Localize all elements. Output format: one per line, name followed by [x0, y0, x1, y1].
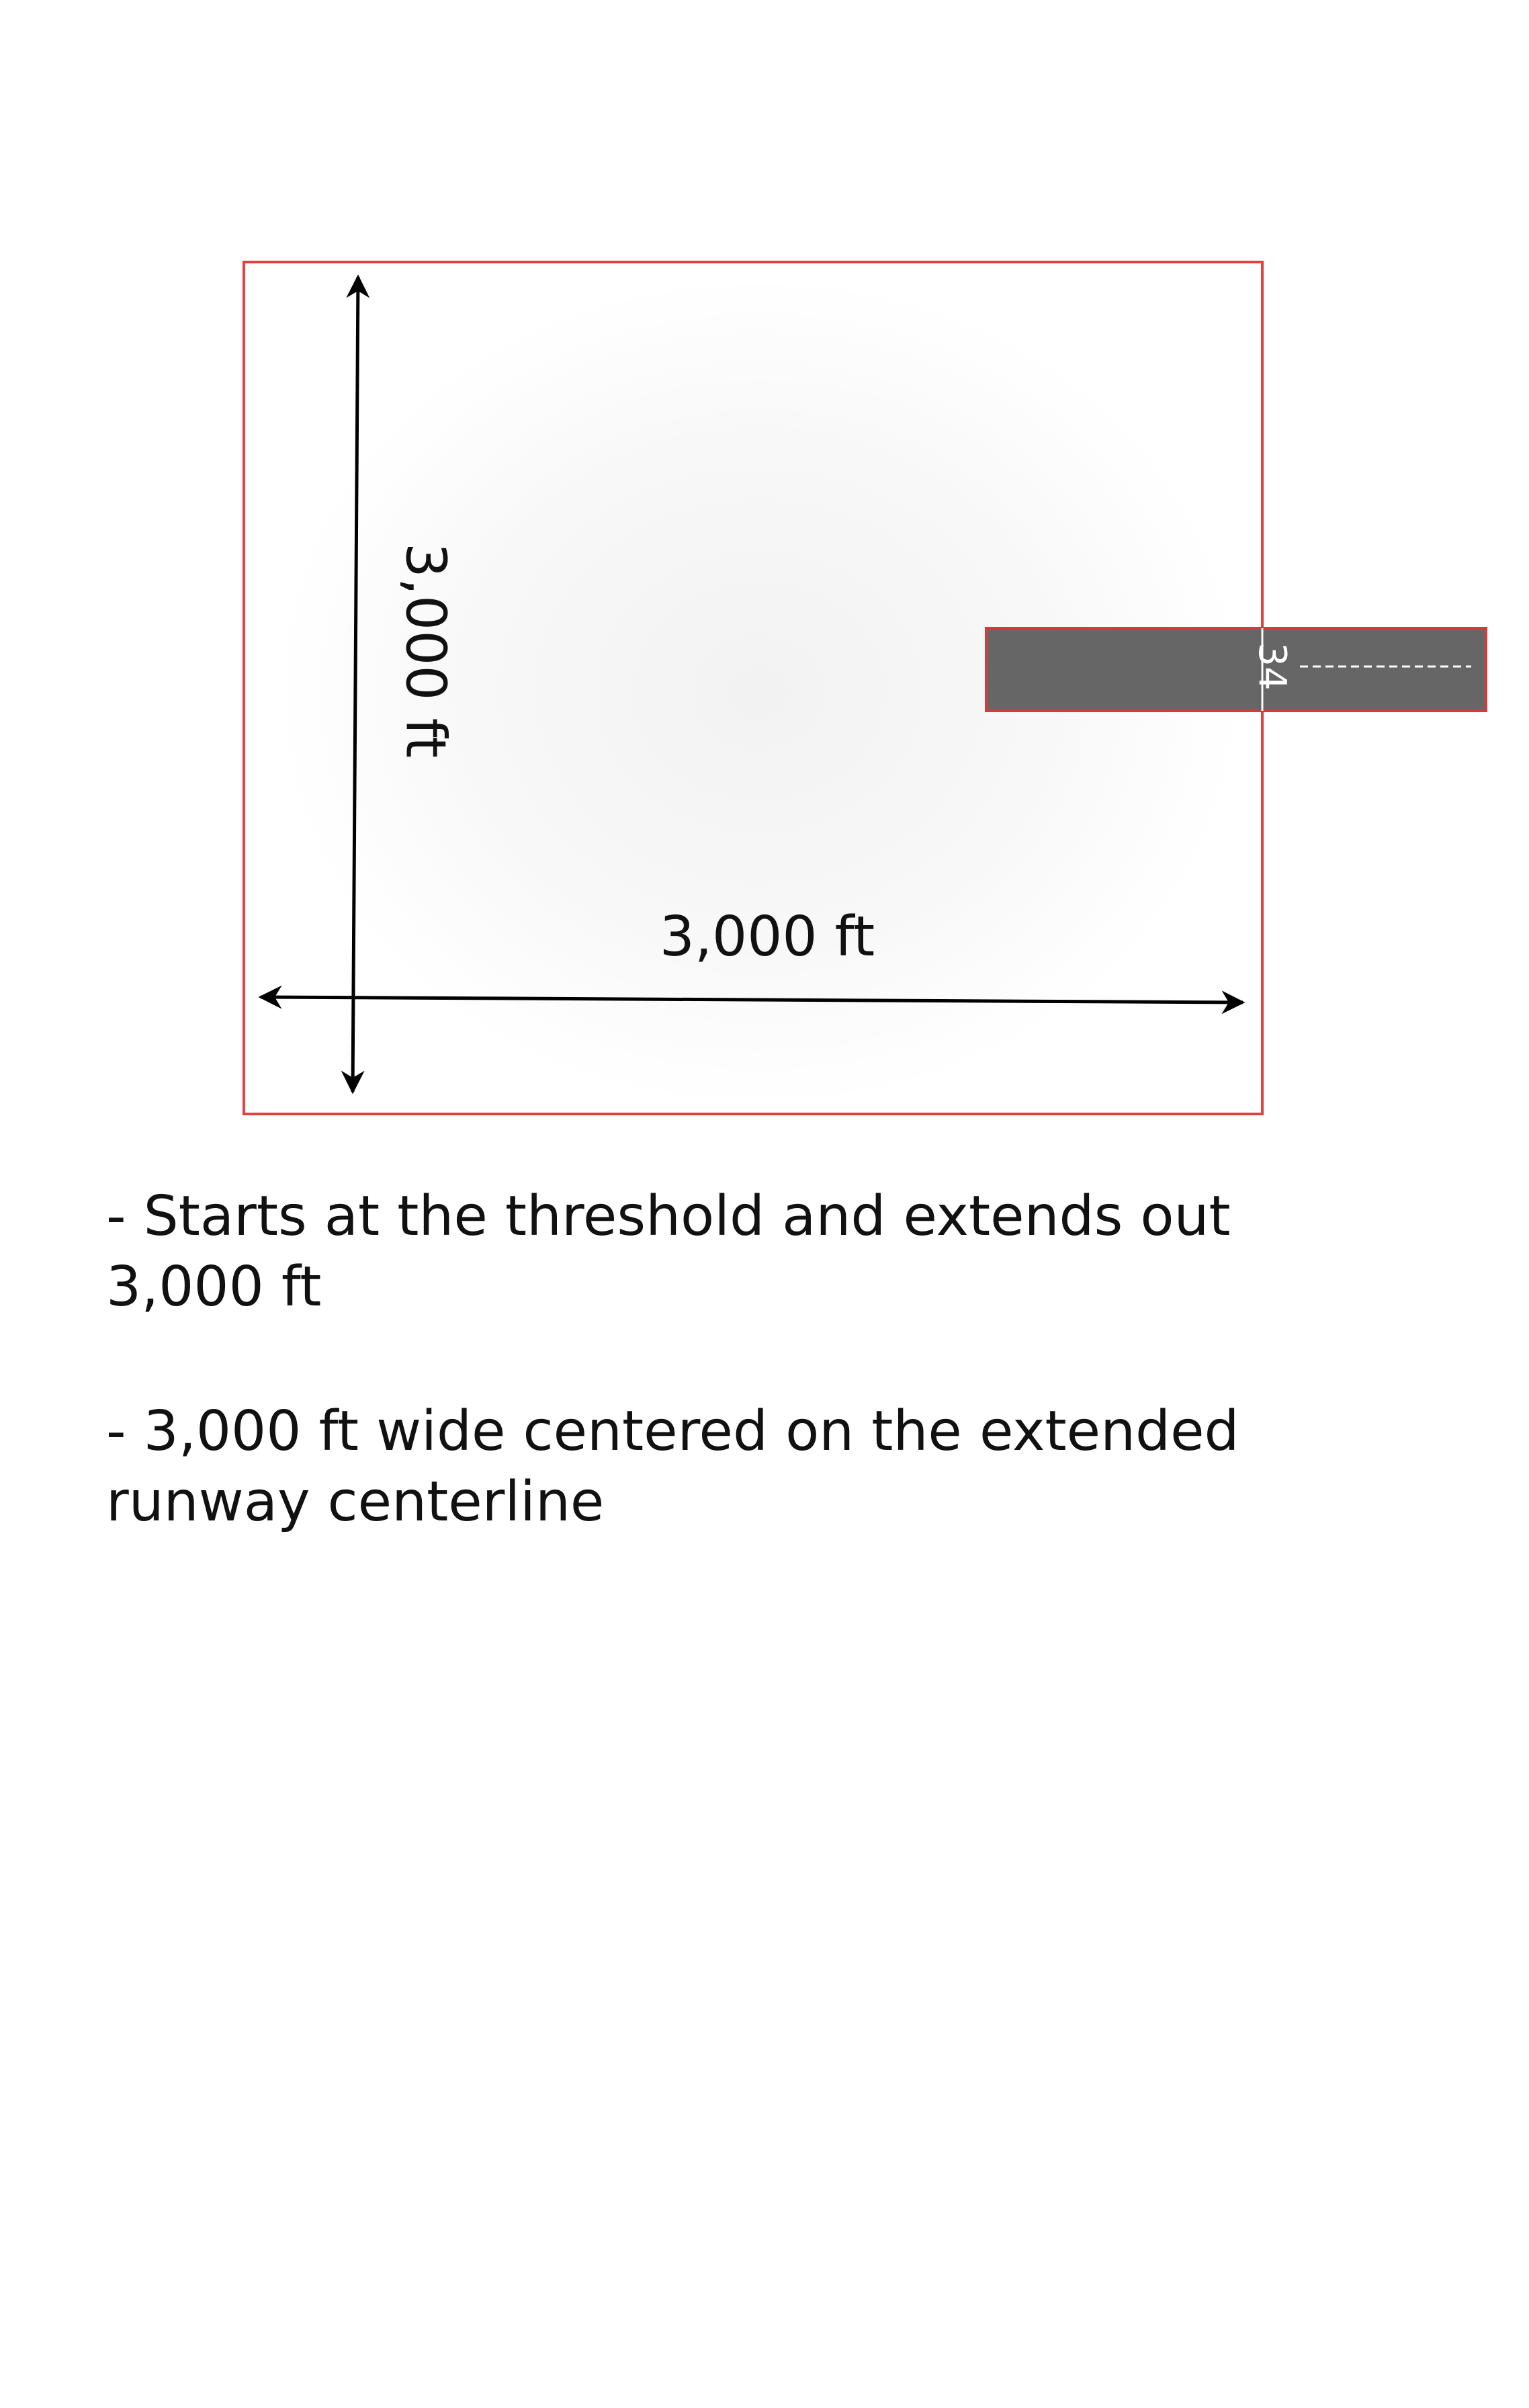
width-dimension-arrow — [258, 985, 1246, 1015]
note-width-centerline: - 3,000 ft wide centered on the extended… — [106, 1400, 1239, 1534]
runway-number: 34 — [1250, 642, 1294, 690]
length-label: 3,000 ft — [394, 543, 457, 758]
area-shading — [275, 275, 1243, 1109]
runway — [985, 627, 1487, 712]
length-dimension-arrow — [341, 274, 370, 1094]
note-threshold-extent: - Starts at the threshold and extends ou… — [106, 1185, 1231, 1319]
width-label: 3,000 ft — [660, 905, 875, 969]
